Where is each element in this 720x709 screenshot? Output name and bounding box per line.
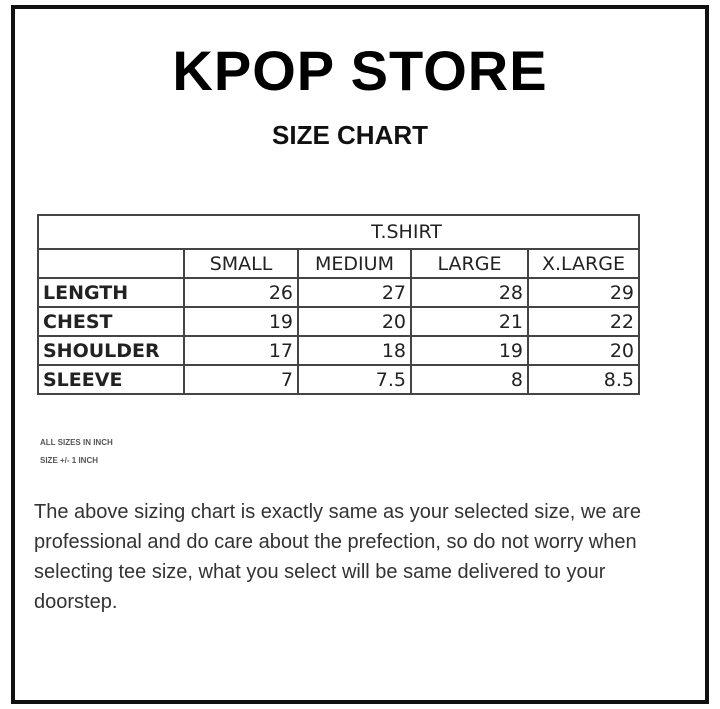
column-header: X.LARGE	[527, 248, 640, 279]
row-label: SHOULDER	[37, 335, 185, 366]
table-row: CHEST 19 20 21 22	[37, 306, 640, 337]
page-border	[11, 5, 709, 704]
size-value: 8	[410, 364, 529, 395]
size-value: 19	[410, 335, 529, 366]
size-value: 17	[183, 335, 299, 366]
size-value: 21	[410, 306, 529, 337]
size-value: 19	[183, 306, 299, 337]
table-row: SLEEVE 7 7.5 8 8.5	[37, 364, 640, 395]
row-label: SLEEVE	[37, 364, 185, 395]
size-value: 20	[297, 306, 412, 337]
size-value: 18	[297, 335, 412, 366]
table-caption-row: T.SHIRT	[37, 214, 640, 250]
column-header: SMALL	[183, 248, 299, 279]
size-value: 28	[410, 277, 529, 308]
size-value: 27	[297, 277, 412, 308]
row-label: LENGTH	[37, 277, 185, 308]
description-text: The above sizing chart is exactly same a…	[34, 501, 641, 613]
table-header-row: SMALL MEDIUM LARGE X.LARGE	[37, 248, 640, 279]
header-empty	[37, 248, 185, 279]
table-caption: T.SHIRT	[37, 214, 640, 250]
units-note: ALL SIZES IN INCH	[40, 438, 113, 447]
table-row: SHOULDER 17 18 19 20	[37, 335, 640, 366]
column-header: MEDIUM	[297, 248, 412, 279]
table-row: LENGTH 26 27 28 29	[37, 277, 640, 308]
size-value: 7	[183, 364, 299, 395]
tolerance-note: SIZE +/- 1 INCH	[40, 456, 99, 465]
size-chart-heading: SIZE CHART	[272, 120, 428, 150]
size-value: 7.5	[297, 364, 412, 395]
size-value: 22	[527, 306, 640, 337]
size-value: 20	[527, 335, 640, 366]
size-value: 26	[183, 277, 299, 308]
size-table: T.SHIRT SMALL MEDIUM LARGE X.LARGE LENGT…	[37, 214, 640, 395]
column-header: LARGE	[410, 248, 529, 279]
store-title: KPOP STORE	[172, 39, 548, 102]
size-value: 29	[527, 277, 640, 308]
size-value: 8.5	[527, 364, 640, 395]
row-label: CHEST	[37, 306, 185, 337]
